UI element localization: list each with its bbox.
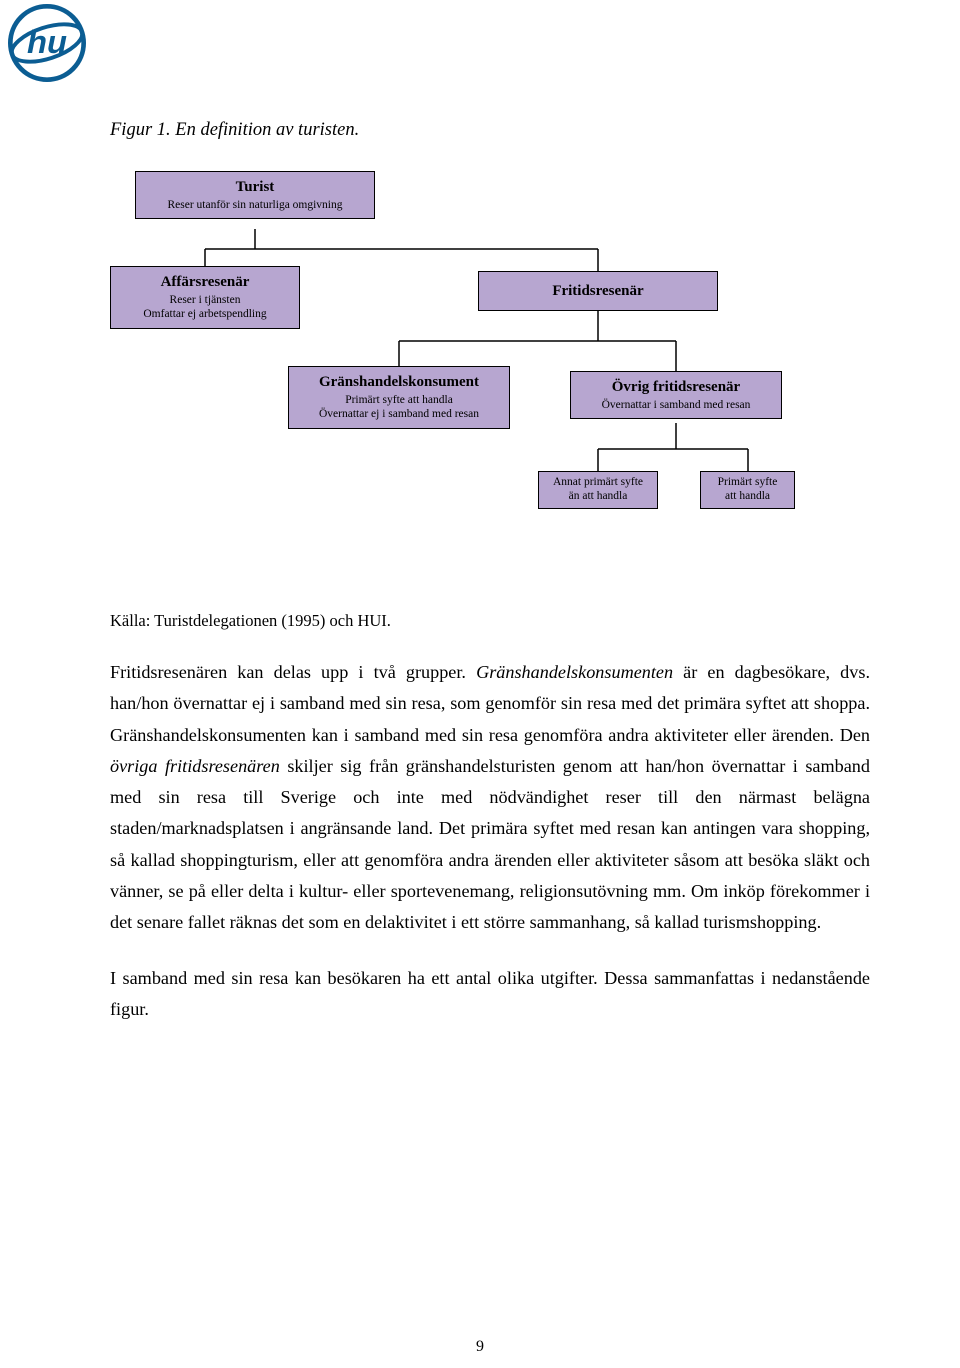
page: hu Figur 1. En definition av turisten. [0,0,960,1368]
svg-text:hu: hu [27,23,67,60]
node-turist-sub: Reser utanför sin naturliga omgivning [144,198,366,212]
node-affar-title: Affärsresenär [119,273,291,291]
node-annat: Annat primärt syfte än att handla [538,471,658,509]
node-affar-sub1: Reser i tjänsten [119,293,291,307]
figure-caption: Figur 1. En definition av turisten. [110,120,870,141]
node-primart: Primärt syfte att handla [700,471,795,509]
node-grans: Gränshandelskonsument Primärt syfte att … [288,366,510,429]
node-turist-title: Turist [144,178,366,196]
diagram: Turist Reser utanför sin naturliga omgiv… [110,171,870,571]
p1-italic-2: övriga fritidsresenären [110,756,280,776]
node-annat-line2: än att handla [545,490,651,504]
node-fritid-title: Fritidsresenär [487,282,709,300]
paragraph-1: Fritidsresenären kan delas upp i två gru… [110,657,870,939]
source-line: Källa: Turistdelegationen (1995) och HUI… [110,611,870,631]
p1-part0: Fritidsresenären kan delas upp i två gru… [110,662,476,682]
node-ovrig-sub1: Övernattar i samband med resan [579,398,773,412]
node-affar-sub2: Omfattar ej arbetspendling [119,307,291,321]
node-ovrig: Övrig fritidsresenär Övernattar i samban… [570,371,782,419]
node-primart-line1: Primärt syfte [707,476,788,490]
node-annat-line1: Annat primärt syfte [545,476,651,490]
p1-part4: skiljer sig från gränshandelsturisten ge… [110,756,870,932]
p1-italic-1: Gränshandelskonsumenten [476,662,673,682]
node-grans-title: Gränshandelskonsument [297,373,501,391]
node-affar: Affärsresenär Reser i tjänsten Omfattar … [110,266,300,329]
page-number: 9 [0,1338,960,1356]
node-fritid: Fritidsresenär [478,271,718,311]
paragraph-2: I samband med sin resa kan besökaren ha … [110,963,870,1026]
node-ovrig-title: Övrig fritidsresenär [579,378,773,396]
node-primart-line2: att handla [707,490,788,504]
node-turist: Turist Reser utanför sin naturliga omgiv… [135,171,375,219]
node-grans-sub1: Primärt syfte att handla [297,393,501,407]
node-grans-sub2: Övernattar ej i samband med resan [297,407,501,421]
logo: hu [8,4,86,82]
